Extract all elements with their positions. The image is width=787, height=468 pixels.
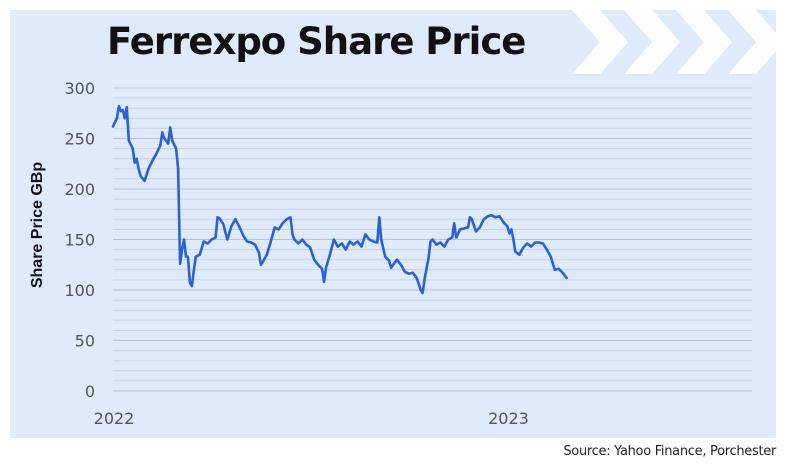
- y-tick-label: 300: [64, 79, 95, 98]
- chevron-right-icon: [728, 10, 776, 74]
- x-tick-label: 2023: [488, 409, 529, 428]
- y-tick-label: 100: [64, 281, 95, 300]
- y-tick-label: 50: [75, 332, 95, 351]
- chevron-right-icon: [676, 10, 732, 74]
- y-tick-label: 150: [64, 231, 95, 250]
- source-note: Source: Yahoo Finance, Porchester: [563, 444, 776, 459]
- chart-panel: [10, 10, 776, 438]
- y-tick-label: 200: [64, 180, 95, 199]
- y-tick-label: 0: [85, 382, 95, 401]
- y-axis-label: Share Price GBp: [29, 161, 46, 289]
- y-tick-label: 250: [64, 130, 95, 149]
- chevron-right-icon: [624, 10, 680, 74]
- price-line: [111, 104, 568, 295]
- chart-title: Ferrexpo Share Price: [107, 20, 526, 63]
- chevron-decoration: [572, 10, 776, 74]
- x-tick-label: 2022: [94, 409, 135, 428]
- chevron-right-icon: [572, 10, 628, 74]
